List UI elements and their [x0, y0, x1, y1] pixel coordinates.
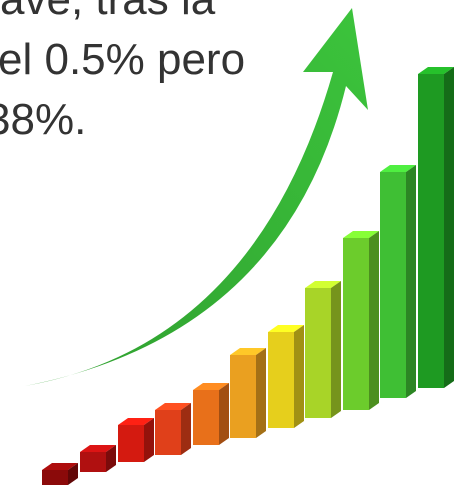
bar-face [42, 470, 68, 485]
bar-face [268, 325, 304, 332]
bar-face [294, 325, 304, 428]
bar-face [380, 165, 416, 172]
arrow [25, 8, 368, 386]
bar-face [343, 231, 379, 238]
bar-face [305, 288, 331, 418]
bar-face [331, 281, 341, 418]
text-line: avé, tras la [0, 0, 215, 22]
bar-face [193, 390, 219, 445]
bar-face [80, 445, 116, 452]
bar-face [418, 67, 454, 74]
text-line: 38%. [0, 95, 87, 144]
bar-face [42, 463, 78, 470]
text-line: el 0.5% pero [0, 35, 246, 84]
bar-face [230, 348, 266, 355]
bar-group [42, 67, 454, 485]
bar-face [155, 403, 191, 410]
bar-face [268, 332, 294, 428]
bar-face [406, 165, 416, 398]
bar-face [369, 231, 379, 410]
bar-face [305, 281, 341, 288]
bar-face [418, 74, 444, 388]
bar-face [118, 425, 144, 462]
bar-face [118, 418, 154, 425]
bar-face [444, 67, 454, 388]
bar-face [230, 355, 256, 438]
bar-face [144, 418, 154, 462]
bar-face [219, 383, 229, 445]
bar-face [155, 410, 181, 455]
bar-face [181, 403, 191, 455]
bar-face [106, 445, 116, 472]
bar-face [380, 172, 406, 398]
bar-face [80, 452, 106, 472]
bar-face [256, 348, 266, 438]
bar-face [343, 238, 369, 410]
bar-face [68, 463, 78, 485]
bar-face [193, 383, 229, 390]
